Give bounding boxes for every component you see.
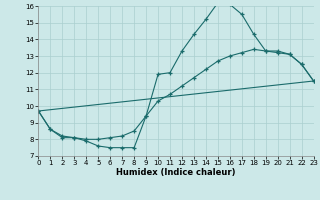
X-axis label: Humidex (Indice chaleur): Humidex (Indice chaleur) [116, 168, 236, 177]
